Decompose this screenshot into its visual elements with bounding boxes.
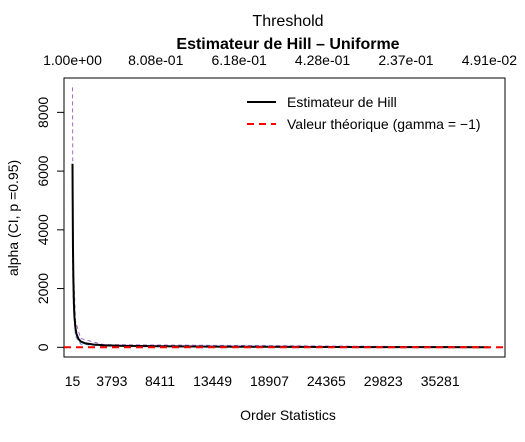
legend-label-theoretical: Valeur théorique (gamma = −1) (287, 116, 481, 132)
top-tick-label: 4.91e-02 (462, 52, 517, 68)
plot-frame (63, 77, 506, 358)
legend: Estimateur de Hill Valeur théorique (gam… (247, 94, 481, 132)
x-tick-label: 35281 (421, 373, 460, 389)
top-tick-label: 4.28e-01 (295, 52, 350, 68)
y-tick-label: 2000 (35, 273, 51, 304)
top-tick-label: 2.37e-01 (378, 52, 433, 68)
x-tick-label: 15 (65, 373, 81, 389)
x-tick-label: 13449 (193, 373, 232, 389)
top-tick-label: 8.08e-01 (128, 52, 183, 68)
y-axis-label: alpha (CI, p =0.95) (5, 160, 21, 276)
x-tick-label: 8411 (145, 373, 175, 389)
hill-estimator-line (71, 163, 490, 349)
top-axis-ticks: 1.00e+00 8.08e-01 6.18e-01 4.28e-01 2.37e-01… (43, 52, 517, 68)
y-tick-label: 6000 (35, 155, 51, 186)
y-axis: 0 2000 4000 6000 8000 (35, 97, 64, 351)
x-tick-label: 29823 (364, 373, 403, 389)
y-tick-label: 8000 (35, 97, 51, 128)
series-layer (64, 87, 505, 349)
chart-title: Estimateur de Hill – Uniforme (176, 36, 399, 53)
y-tick-label: 0 (35, 343, 51, 351)
legend-label-hill: Estimateur de Hill (287, 94, 397, 110)
x-tick-label: 24365 (307, 373, 346, 389)
top-axis-title: Threshold (252, 13, 323, 30)
y-tick-label: 4000 (35, 214, 51, 245)
x-tick-label: 3793 (96, 373, 127, 389)
top-tick-label: 1.00e+00 (43, 52, 102, 68)
ci-lower-line (72, 238, 490, 348)
top-tick-label: 6.18e-01 (212, 52, 267, 68)
x-axis: 15 3793 8411 13449 18907 24365 29823 35281 (65, 373, 460, 389)
x-tick-label: 18907 (250, 373, 289, 389)
x-axis-label: Order Statistics (240, 407, 336, 423)
